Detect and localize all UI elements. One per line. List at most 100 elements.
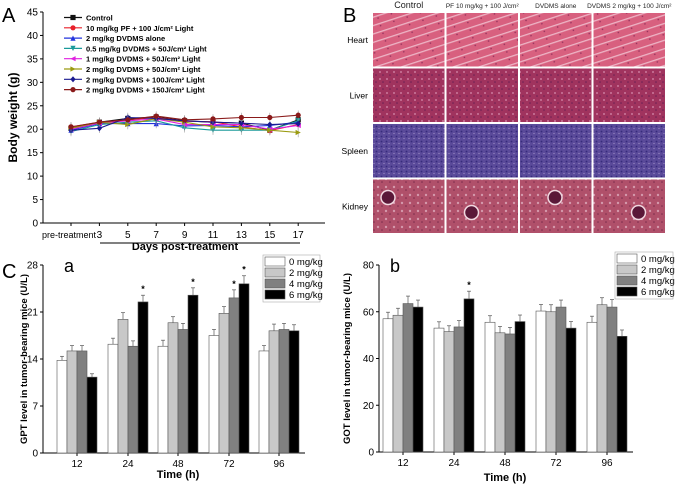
bar bbox=[66, 350, 78, 454]
x-tick-label: 11 bbox=[208, 230, 219, 241]
histology-tint bbox=[373, 68, 445, 122]
histology-image-heart bbox=[593, 13, 665, 67]
histology-image-kidney bbox=[446, 179, 518, 233]
histology-image-liver bbox=[373, 68, 445, 122]
x-tick-label: 72 bbox=[550, 458, 562, 469]
x-tick-label: 24 bbox=[122, 459, 134, 470]
histology-tint bbox=[446, 68, 518, 122]
panel-label-a: A bbox=[2, 5, 16, 27]
legend-label: 1 mg/kg DVDMS + 50J/cm² Light bbox=[86, 55, 201, 64]
data-point bbox=[295, 120, 301, 127]
histology-tint bbox=[446, 13, 518, 67]
bar bbox=[484, 321, 496, 453]
histology-tint bbox=[520, 179, 592, 233]
bar bbox=[504, 333, 516, 453]
histology-tint bbox=[593, 13, 665, 67]
legend-box bbox=[614, 251, 674, 300]
legend-swatch bbox=[616, 286, 638, 297]
column-header: PF 10 mg/kg + 100 J/cm² bbox=[446, 3, 520, 10]
got-bar-chart: 0 20 40 60 80 GOT level in tumor-bearing mice… bbox=[342, 251, 675, 484]
histology-tint bbox=[593, 124, 665, 178]
bar bbox=[268, 330, 280, 454]
legend-swatch bbox=[264, 256, 286, 267]
data-point bbox=[70, 35, 76, 41]
legend-swatch bbox=[616, 264, 638, 275]
bar bbox=[586, 321, 598, 453]
bar bbox=[137, 301, 149, 454]
y-tick-label: 28 bbox=[27, 261, 39, 272]
histology-tint bbox=[520, 68, 592, 122]
panel-label-c: C bbox=[2, 261, 16, 283]
legend-label: Control bbox=[86, 14, 113, 23]
data-point bbox=[68, 124, 74, 130]
x-tick-label: 96 bbox=[601, 458, 613, 469]
y-tick-label: 80 bbox=[363, 261, 375, 272]
bar bbox=[218, 313, 230, 454]
histology-tint bbox=[373, 124, 445, 178]
x-tick-label: 3 bbox=[97, 230, 103, 241]
data-point bbox=[267, 121, 273, 128]
bar bbox=[208, 335, 220, 454]
bar bbox=[433, 327, 445, 453]
row-label: Liver bbox=[350, 90, 369, 100]
significance-mark: * bbox=[141, 284, 145, 294]
x-axis-label: Time (h) bbox=[157, 469, 200, 481]
x-tick-label: 15 bbox=[264, 230, 276, 241]
data-point bbox=[70, 14, 76, 21]
histology-image-spleen bbox=[373, 124, 445, 178]
legend-label: 2 mg/kg DVDMS + 100J/cm² Light bbox=[86, 75, 205, 84]
x-tick-label: 7 bbox=[153, 230, 159, 241]
legend-label: 6 mg/kg bbox=[289, 290, 323, 301]
legend-swatch bbox=[264, 278, 286, 289]
y-tick-label: 7 bbox=[32, 402, 38, 413]
legend-label: 0 mg/kg bbox=[289, 257, 323, 268]
bar bbox=[606, 306, 618, 453]
x-tick-label: 5 bbox=[125, 230, 131, 241]
glomerulus bbox=[630, 204, 647, 221]
y-tick-label: 0 bbox=[32, 449, 38, 460]
histology-image-spleen bbox=[593, 124, 665, 178]
y-tick-label: 20 bbox=[363, 401, 375, 412]
bar bbox=[238, 283, 250, 454]
y-axis-label: GPT level in tumor-bearing mice (U/L) bbox=[19, 274, 30, 444]
x-tick-label: pre-treatment bbox=[42, 230, 97, 240]
bar bbox=[288, 330, 300, 454]
y-axis-label: Body weight (g) bbox=[6, 73, 20, 163]
y-tick-label: 25 bbox=[27, 101, 39, 112]
bar bbox=[107, 343, 119, 454]
data-point bbox=[96, 119, 102, 125]
legend-label: 2 mg/kg bbox=[289, 268, 323, 279]
bar bbox=[187, 294, 199, 454]
data-point bbox=[295, 112, 301, 118]
bar bbox=[177, 329, 189, 454]
legend-label: 4 mg/kg bbox=[641, 276, 675, 287]
histology-tint bbox=[373, 179, 445, 233]
x-tick-label: 24 bbox=[448, 458, 460, 469]
bar bbox=[76, 350, 88, 454]
gpt-bar-chart: 0 7 14 21 28 GPT level in tumor-bearing mice … bbox=[19, 254, 323, 481]
bar bbox=[117, 319, 129, 454]
histology-image-spleen bbox=[520, 124, 592, 178]
x-tick-label: 12 bbox=[71, 459, 83, 470]
histology-tint bbox=[593, 179, 665, 233]
y-tick-label: 40 bbox=[27, 31, 39, 42]
y-tick-label: 21 bbox=[27, 308, 39, 319]
legend-label: 2 mg/kg DVDMS + 50J/cm² Light bbox=[86, 65, 201, 74]
y-axis-label: GOT level in tumor-bearing mice (U/L) bbox=[342, 273, 353, 444]
histology-image-liver bbox=[520, 68, 592, 122]
histology-image-kidney bbox=[520, 179, 592, 233]
x-tick-label: 9 bbox=[182, 230, 188, 241]
histology-tint bbox=[373, 13, 445, 67]
y-tick-label: 10 bbox=[27, 172, 39, 183]
bar bbox=[514, 321, 526, 453]
histology-tint bbox=[593, 68, 665, 122]
bar bbox=[402, 303, 414, 453]
bar bbox=[278, 329, 290, 454]
legend-label: 10 mg/kg PF + 100 J/cm² Light bbox=[86, 24, 194, 33]
glomerulus bbox=[463, 204, 480, 221]
bar bbox=[463, 298, 475, 453]
x-tick-label: 72 bbox=[223, 459, 235, 470]
